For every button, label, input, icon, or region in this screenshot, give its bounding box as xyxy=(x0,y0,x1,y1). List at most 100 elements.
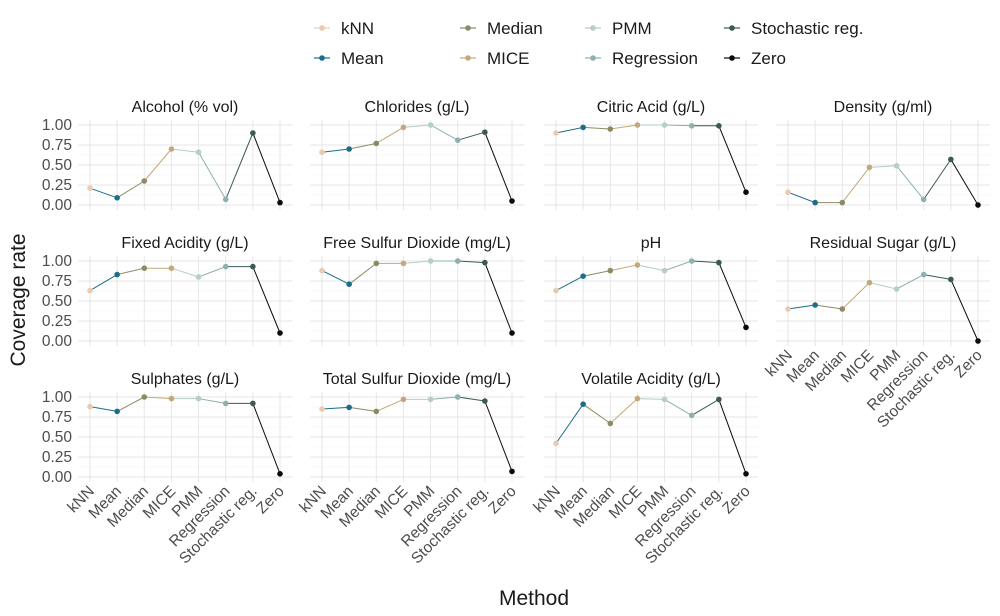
data-point xyxy=(580,124,586,131)
series-segment xyxy=(171,267,199,278)
data-point xyxy=(87,185,93,191)
series-segment xyxy=(869,282,897,290)
series-segment xyxy=(664,260,692,272)
series-segment xyxy=(349,406,377,412)
series-segment xyxy=(555,126,584,134)
facet-panel: Sulphates (g/L)0.000.250.500.751.00kNNMe… xyxy=(42,371,292,567)
data-point xyxy=(427,258,434,264)
data-point xyxy=(975,202,981,208)
data-point xyxy=(975,338,981,344)
facet-panel: Density (g/ml) xyxy=(776,99,990,210)
legend-key-point xyxy=(590,55,596,61)
series-segment xyxy=(252,266,281,334)
data-point xyxy=(839,306,846,312)
series-segment xyxy=(376,126,404,144)
series-segment xyxy=(321,406,350,410)
y-tick-label: 0.50 xyxy=(42,429,73,446)
data-point xyxy=(509,468,515,475)
legend-label: Zero xyxy=(751,49,786,68)
series-segment xyxy=(198,151,227,200)
data-point xyxy=(141,178,148,184)
legend-label: Median xyxy=(487,19,543,38)
data-point xyxy=(812,302,818,308)
series-segment xyxy=(691,260,719,264)
y-tick-label: 0.25 xyxy=(42,177,72,194)
data-point xyxy=(222,263,229,270)
series-segment xyxy=(950,159,979,206)
series-segment xyxy=(691,398,720,416)
data-point xyxy=(839,199,846,206)
legend-label: PMM xyxy=(612,19,652,38)
facet-panel: Chlorides (g/L) xyxy=(310,99,524,210)
facet-title: Sulphates (g/L) xyxy=(131,371,240,388)
series-segment xyxy=(225,132,254,200)
data-point xyxy=(195,395,202,402)
data-point xyxy=(743,471,749,477)
y-tick-label: 0.25 xyxy=(42,313,72,330)
y-tick-label: 1.00 xyxy=(42,253,73,270)
data-point xyxy=(920,271,927,278)
facet-panel: pH xyxy=(544,235,758,346)
series-segment xyxy=(484,262,513,334)
data-point xyxy=(607,267,614,274)
data-point xyxy=(688,412,695,419)
data-point xyxy=(250,263,256,270)
series-segment xyxy=(89,406,118,412)
legend: kNN Mean Median MICE PMM Regression Stochastic… xyxy=(314,19,863,68)
data-point xyxy=(141,394,148,400)
data-point xyxy=(661,122,668,128)
facet-title: Citric Acid (g/L) xyxy=(597,99,705,116)
x-tick-label: Zero xyxy=(951,347,986,382)
data-point xyxy=(400,260,407,267)
legend-key-point xyxy=(465,25,471,31)
data-point xyxy=(482,259,488,266)
y-tick-label: 0.75 xyxy=(42,137,72,154)
series-segment xyxy=(664,124,692,127)
facet-title: Alcohol (% vol) xyxy=(132,99,239,116)
x-tick-label: Zero xyxy=(485,483,520,518)
series-segment xyxy=(403,260,431,264)
y-tick-label: 0.25 xyxy=(42,449,72,466)
data-point xyxy=(168,395,175,402)
series-segment xyxy=(430,124,458,141)
data-point xyxy=(373,260,380,267)
series-segment xyxy=(610,124,638,130)
data-point xyxy=(743,189,749,195)
series-segment xyxy=(555,275,584,292)
y-tick-label: 1.00 xyxy=(42,117,73,134)
series-segment xyxy=(484,400,513,472)
x-tick-label: Zero xyxy=(253,483,288,518)
facet-title: pH xyxy=(641,235,661,252)
data-point xyxy=(634,262,641,268)
data-point xyxy=(346,281,352,288)
series-segment xyxy=(555,403,584,444)
y-tick-label: 0.50 xyxy=(42,157,73,174)
facet-title: Residual Sugar (g/L) xyxy=(810,235,957,252)
series-segment xyxy=(923,274,951,280)
series-segment xyxy=(198,266,226,278)
data-point xyxy=(346,146,352,152)
data-point xyxy=(87,403,93,410)
data-point xyxy=(948,276,954,283)
series-segment xyxy=(457,131,485,141)
data-point xyxy=(893,163,900,169)
data-point xyxy=(400,396,407,403)
data-point xyxy=(716,396,722,403)
series-segment xyxy=(484,132,513,202)
data-point xyxy=(277,330,283,336)
data-point xyxy=(866,279,873,286)
legend-label: MICE xyxy=(487,49,530,68)
data-point xyxy=(688,258,695,264)
data-point xyxy=(168,146,175,152)
series-segment xyxy=(787,191,816,204)
series-segment xyxy=(116,180,145,199)
series-segment xyxy=(583,270,611,277)
legend-key-point xyxy=(319,55,325,61)
data-point xyxy=(346,404,352,411)
series-segment xyxy=(610,264,638,272)
data-point xyxy=(634,395,641,402)
data-point xyxy=(114,408,120,415)
data-point xyxy=(716,123,722,129)
